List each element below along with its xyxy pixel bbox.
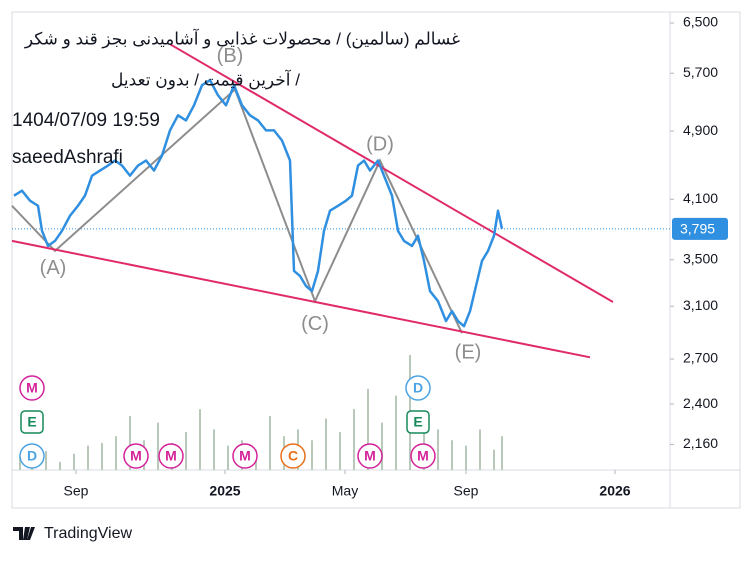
brand: TradingView (44, 525, 132, 542)
frame (11, 11, 741, 509)
volume-bar (325, 418, 327, 470)
volume-bar (115, 436, 117, 470)
event-label: D (27, 448, 37, 464)
y-tick-label: 4,100 (683, 190, 718, 206)
volume-bar (269, 415, 271, 470)
event-label: M (239, 448, 251, 464)
event-marker (19, 375, 45, 401)
event-label: M (364, 448, 376, 464)
event-marker (123, 443, 149, 469)
volume-bar (45, 451, 47, 470)
volume-bar (465, 445, 467, 470)
y-tick-label: 2,700 (683, 350, 718, 366)
volume-bar (185, 432, 187, 470)
volume-bar (381, 422, 383, 470)
volume-bar (437, 429, 439, 470)
event-label: E (413, 414, 422, 430)
trend-line (11, 239, 591, 359)
x-tick-label: 2026 (599, 483, 630, 499)
x-tick-label: 2025 (209, 483, 240, 499)
event-label: M (26, 380, 38, 396)
event-label: M (165, 448, 177, 464)
timestamp: 1404/07/09 19:59 (12, 110, 160, 131)
event-label: C (288, 448, 298, 464)
y-tick-label: 2,400 (683, 395, 718, 411)
wave-label: (E) (455, 342, 482, 364)
event-marker (406, 410, 430, 434)
title: غسالم (سالمین) / محصولات غذایی و آشامیدن… (24, 27, 460, 49)
event-marker (280, 443, 306, 469)
plot: 6,500 5,700 4,900 4,100 3,500 3,100 2,700 2,400… (11, 14, 718, 499)
volume-bar (493, 449, 495, 470)
price-line (13, 78, 504, 328)
trend-line (169, 43, 614, 303)
event-marker (158, 443, 184, 469)
volume-bar (199, 409, 201, 470)
volume-bar (213, 429, 215, 470)
y-tick-label: 5,700 (683, 64, 718, 80)
volume-bar (367, 388, 369, 470)
x-tick-label: Sep (454, 483, 479, 499)
y-tick-label: 6,500 (683, 14, 718, 30)
tv-logo (13, 527, 35, 540)
volume-bar (451, 440, 453, 470)
volume-bar (101, 442, 103, 470)
y-tick-label: 2,160 (683, 435, 718, 451)
y-tick-label: 3,500 (683, 250, 718, 266)
volume-bar (479, 429, 481, 470)
subtitle: آخرین قیمت / بدون تعدیل / (111, 68, 300, 89)
event-marker (19, 443, 45, 469)
volume-bar (423, 415, 425, 470)
wave-label: (B) (217, 45, 244, 67)
event-label: D (413, 380, 423, 396)
volume-bar (19, 456, 21, 470)
volume-bar (227, 445, 229, 470)
y-tick-label: 4,900 (683, 122, 718, 138)
volume-bar (501, 436, 503, 470)
volume-bar (353, 409, 355, 470)
event-label: E (27, 414, 36, 430)
y-tick-label: 3,100 (683, 297, 718, 313)
volume-bar (339, 432, 341, 470)
volume-bar (311, 440, 313, 470)
volume-bar (73, 453, 75, 470)
volume-bar (59, 461, 61, 470)
x-tick-label: May (332, 483, 358, 499)
volume-bar (87, 445, 89, 470)
wave-label: (A) (40, 257, 67, 279)
wave-label: (D) (366, 134, 394, 156)
volume-bar (157, 422, 159, 470)
last-price-label: 3,795 (680, 221, 715, 237)
event-marker (20, 410, 44, 434)
event-label: M (130, 448, 142, 464)
author: saeedAshrafi (12, 147, 123, 168)
event-marker (357, 443, 383, 469)
event-marker (410, 443, 436, 469)
x-tick-label: Sep (64, 483, 89, 499)
event-marker (232, 443, 258, 469)
last-price-box (672, 217, 728, 240)
event-marker (405, 375, 431, 401)
wave-label: (C) (301, 313, 329, 335)
volume-bar (395, 395, 397, 470)
volume-bar (129, 415, 131, 470)
event-label: M (417, 448, 429, 464)
